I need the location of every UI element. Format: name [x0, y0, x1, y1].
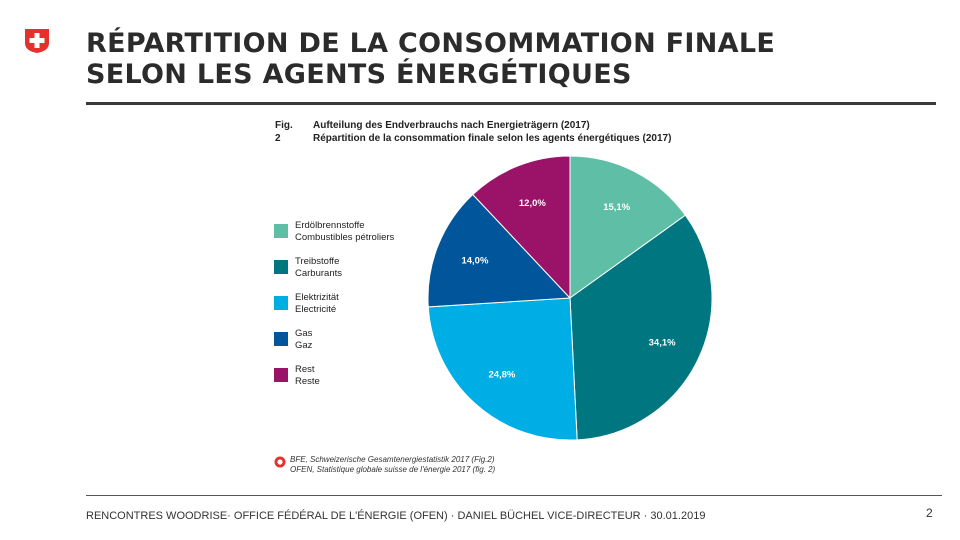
legend-text: Erdölbrennstoffe Combustibles pétroliers [295, 220, 394, 243]
pie-label-reste: 12,0% [519, 198, 546, 209]
slide-title-line-1: RÉPARTITION DE LA CONSOMMATION FINALE [86, 28, 776, 59]
title-divider [86, 102, 936, 105]
pie-label-combustibles: 15,1% [603, 202, 630, 213]
pie-slice-combustibles [569, 155, 687, 299]
legend-swatch [274, 368, 288, 382]
pie-slice-carburants [569, 214, 713, 441]
legend-text: Elektrizität Electricité [295, 292, 339, 315]
pie-label-carburants: 34,1% [649, 337, 676, 348]
legend-label-fr: Combustibles pétroliers [295, 231, 395, 243]
legend-label-de: Rest [295, 364, 315, 375]
legend-label-fr: Reste [295, 375, 320, 387]
legend-text: Rest Reste [295, 364, 320, 387]
legend-label-fr: Electricité [295, 303, 337, 315]
page-number: 2 [926, 506, 933, 520]
figure-number: Fig. 2 [275, 120, 293, 144]
source-text: BFE, Schweizerische Gesamtenergiestatist… [290, 455, 495, 474]
legend-label-de: Erdölbrennstoffe [295, 220, 365, 231]
source-line-1: BFE, Schweizerische Gesamtenergiestatist… [290, 455, 495, 464]
legend-label-de: Gas [295, 328, 313, 339]
pie-slice-electricite [427, 297, 578, 441]
legend-label-de: Elektrizität [295, 292, 339, 303]
legend-label-fr: Carburants [295, 267, 342, 279]
source-logo-icon [274, 456, 286, 468]
chart-title-de: Aufteilung des Endverbrauchs nach Energi… [313, 120, 590, 131]
legend-label-fr: Gaz [295, 339, 313, 351]
chart-title-fr: Répartition de la consommation finale se… [313, 133, 672, 144]
legend-text: Treibstoffe Carburants [295, 256, 342, 279]
slide-title: RÉPARTITION DE LA CONSOMMATION FINALE SE… [86, 28, 936, 90]
footer-divider [86, 495, 942, 496]
pie-label-electricite: 24,8% [488, 369, 515, 380]
legend-swatch [274, 332, 288, 346]
legend-swatch [274, 260, 288, 274]
pie-slice-gaz [427, 193, 572, 308]
swiss-flag-logo [25, 29, 49, 53]
slide-footer: RENCONTRES WOODRISE· OFFICE FÉDÉRAL DE L… [86, 510, 706, 522]
pie-slice-reste [472, 155, 571, 300]
legend-swatch [274, 224, 288, 238]
legend-label-de: Treibstoffe [295, 256, 340, 267]
legend-swatch [274, 296, 288, 310]
pie-label-gaz: 14,0% [461, 255, 488, 266]
source-line-2: OFEN, Statistique globale suisse de l'én… [290, 464, 496, 474]
slide-title-line-2: SELON LES AGENTS ÉNERGÉTIQUES [86, 59, 632, 90]
legend-text: Gas Gaz [295, 328, 312, 351]
pie-chart: 15,1% 34,1% 24,8% 14,0% 12,0% [427, 155, 713, 441]
